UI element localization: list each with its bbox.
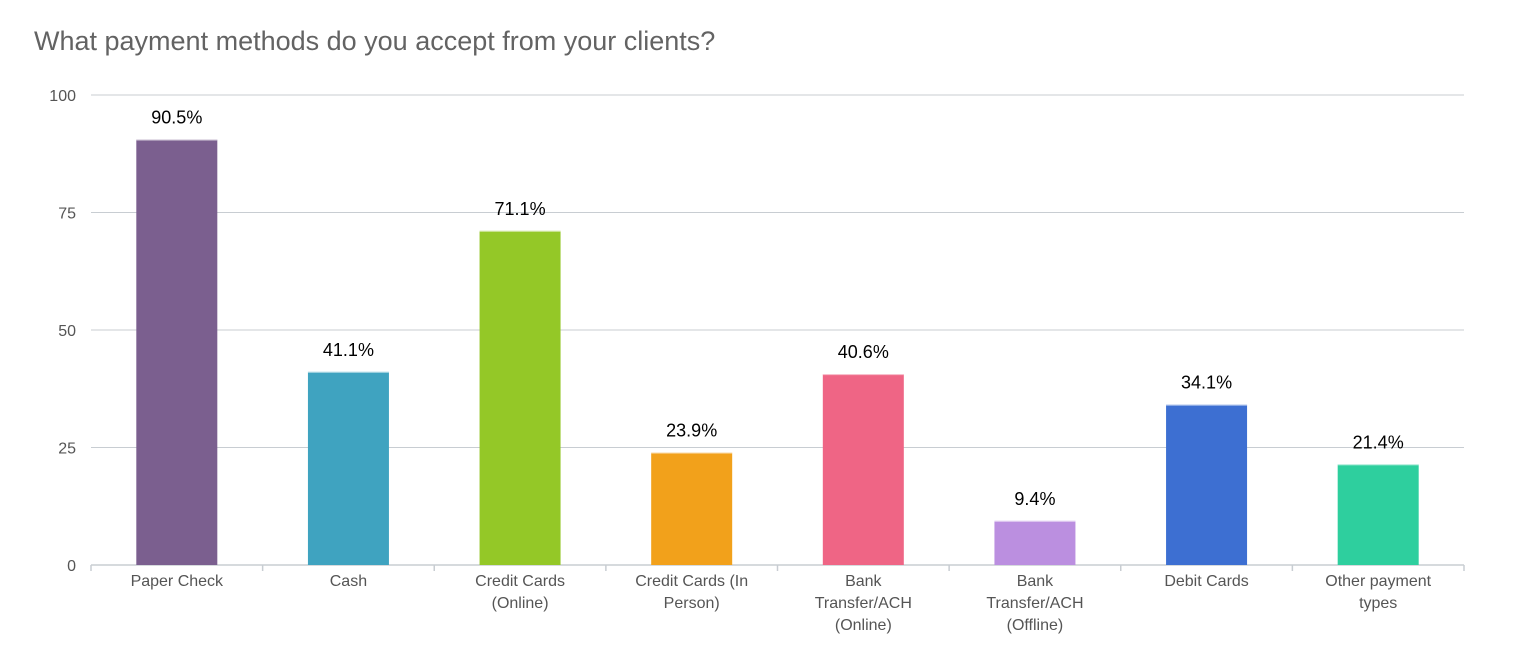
category-label-line: Cash (330, 573, 367, 590)
category-label-line: Other payment (1325, 573, 1431, 590)
y-tick-label: 50 (58, 323, 76, 340)
chart-title: What payment methods do you accept from … (34, 26, 716, 56)
category-label-line: Person) (664, 595, 720, 612)
category-label: Cash (330, 573, 367, 590)
category-label-line: (Offline) (1007, 617, 1064, 634)
data-label: 90.5% (151, 108, 202, 128)
bar (1166, 404, 1248, 565)
data-label: 71.1% (495, 199, 546, 219)
bar (994, 520, 1076, 565)
category-label-line: Transfer/ACH (815, 595, 912, 612)
bars (136, 139, 1419, 565)
x-axis (90, 564, 1465, 571)
y-tick-label: 0 (67, 558, 76, 575)
y-tick-label: 100 (49, 88, 76, 105)
category-label-line: Credit Cards (475, 573, 565, 590)
category-label: Bank Transfer/ACH (Offline) (986, 573, 1083, 634)
y-tick-label: 75 (58, 206, 76, 223)
bar (307, 371, 389, 565)
category-label: Debit Cards (1164, 573, 1248, 590)
y-tick-label: 25 (58, 441, 76, 458)
bar (822, 374, 904, 565)
category-label-line: Paper Check (131, 573, 224, 590)
grid-lines (91, 94, 1464, 448)
category-label-line: Bank (845, 573, 882, 590)
data-label: 21.4% (1353, 432, 1404, 452)
data-label: 41.1% (323, 340, 374, 360)
category-label-line: (Online) (492, 595, 549, 612)
category-label-line: Bank (1017, 573, 1054, 590)
category-label: Credit Cards (Online) (475, 573, 565, 612)
category-label-line: Transfer/ACH (986, 595, 1083, 612)
category-label-line: Credit Cards (In (635, 573, 748, 590)
category-label: Bank Transfer/ACH (Online) (815, 573, 912, 634)
category-label: Credit Cards (In Person) (635, 573, 748, 612)
labels: 0 25 50 75 100 90.5% Paper Check 41.1% Cash 71.1%… (49, 88, 1431, 634)
bar (479, 230, 561, 565)
bar (651, 452, 733, 565)
data-label: 23.9% (666, 421, 717, 441)
data-label: 34.1% (1181, 373, 1232, 393)
category-label: Other payment types (1325, 573, 1431, 612)
category-label-line: (Online) (835, 617, 892, 634)
category-label: Paper Check (131, 573, 224, 590)
category-label-line: Debit Cards (1164, 573, 1248, 590)
bar (1337, 464, 1419, 565)
category-label-line: types (1359, 595, 1397, 612)
bar (136, 139, 218, 565)
data-label: 40.6% (838, 342, 889, 362)
data-label: 9.4% (1014, 489, 1055, 509)
